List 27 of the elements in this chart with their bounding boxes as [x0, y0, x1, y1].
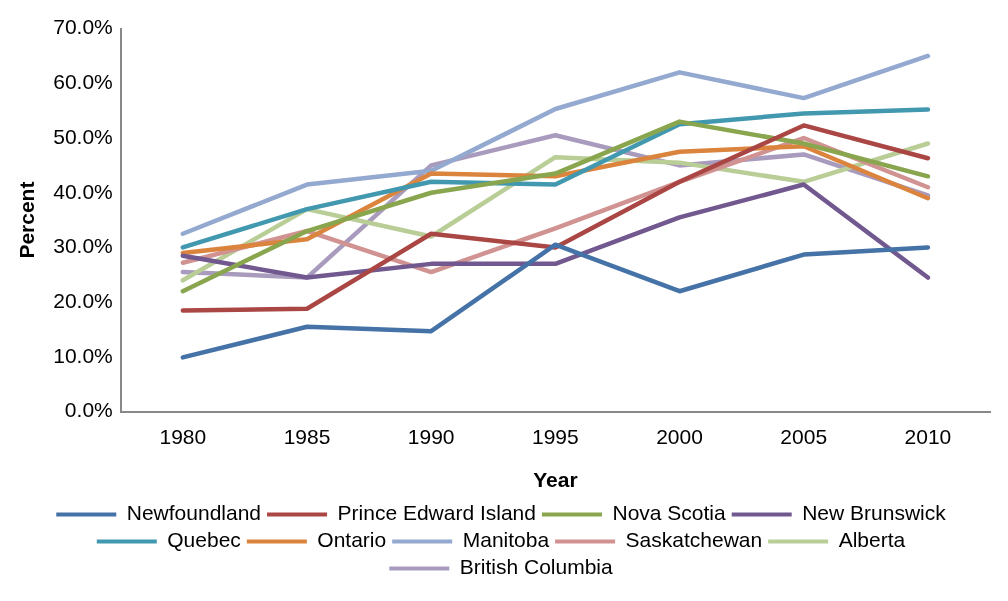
legend-label: Nova Scotia	[612, 501, 727, 525]
x-tick-label: 1980	[159, 425, 207, 448]
x-tick-label: 1995	[532, 425, 579, 448]
legend-label: Manitoba	[462, 528, 550, 552]
legend-label: Quebec	[167, 528, 241, 552]
x-axis-title: Year	[533, 468, 578, 492]
y-tick-label: 40.0%	[53, 179, 113, 203]
legend-label: Ontario	[317, 528, 387, 552]
y-tick-label: 20.0%	[53, 288, 113, 312]
y-axis-title: Percent	[15, 181, 39, 259]
y-tick-label: 0.0%	[64, 398, 113, 422]
x-tick-label: 2005	[780, 425, 828, 448]
y-tick-label: 30.0%	[53, 234, 113, 258]
legend-label: Saskatchewan	[625, 528, 763, 552]
y-tick-label: 50.0%	[53, 124, 113, 148]
legend-label: New Brunswick	[802, 501, 947, 525]
legend-label: Alberta	[838, 528, 906, 552]
x-tick-label: 2010	[904, 425, 952, 448]
x-tick-label: 1990	[407, 425, 455, 448]
y-tick-label: 60.0%	[53, 70, 113, 94]
legend-label: British Columbia	[459, 555, 614, 579]
legend-label: Newfoundland	[126, 501, 262, 525]
x-tick-label: 2000	[656, 425, 703, 448]
y-tick-label: 10.0%	[53, 343, 113, 367]
legend-label: Prince Edward Island	[337, 501, 536, 525]
x-tick-label: 1985	[283, 425, 331, 448]
y-tick-label: 70.0%	[53, 15, 113, 39]
